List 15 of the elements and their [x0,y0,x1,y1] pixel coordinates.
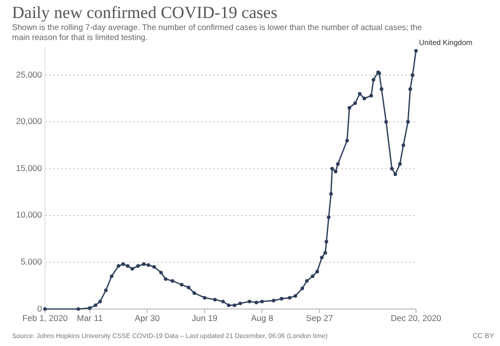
chart-title: Daily new confirmed COVID-19 cases [12,3,278,22]
chart-subtitle: Shown is the rolling 7-day average. The number of confirmed cases is lower than the number of actual cases; the main reason for that is limited testing. [12,23,422,42]
x-tick-label: Sep 27 [306,313,334,323]
y-tick-label: 20,000 [16,116,42,126]
x-tick-label: Jun 19 [192,313,218,323]
x-tick-label: Dec 20, 2020 [390,313,442,323]
x-tick-label: Aug 8 [250,313,274,323]
x-tick-label: Mar 11 [76,313,103,323]
y-tick-label: 0 [37,303,42,314]
y-tick-label: 10,000 [16,210,42,220]
y-tick-label: 25,000 [16,69,42,80]
y-tick-label: 5,000 [20,256,42,266]
x-tick-label: Feb 1, 2020 [22,313,68,323]
y-tick-label: 15,000 [16,162,42,173]
x-tick-label: Apr 30 [134,313,160,323]
